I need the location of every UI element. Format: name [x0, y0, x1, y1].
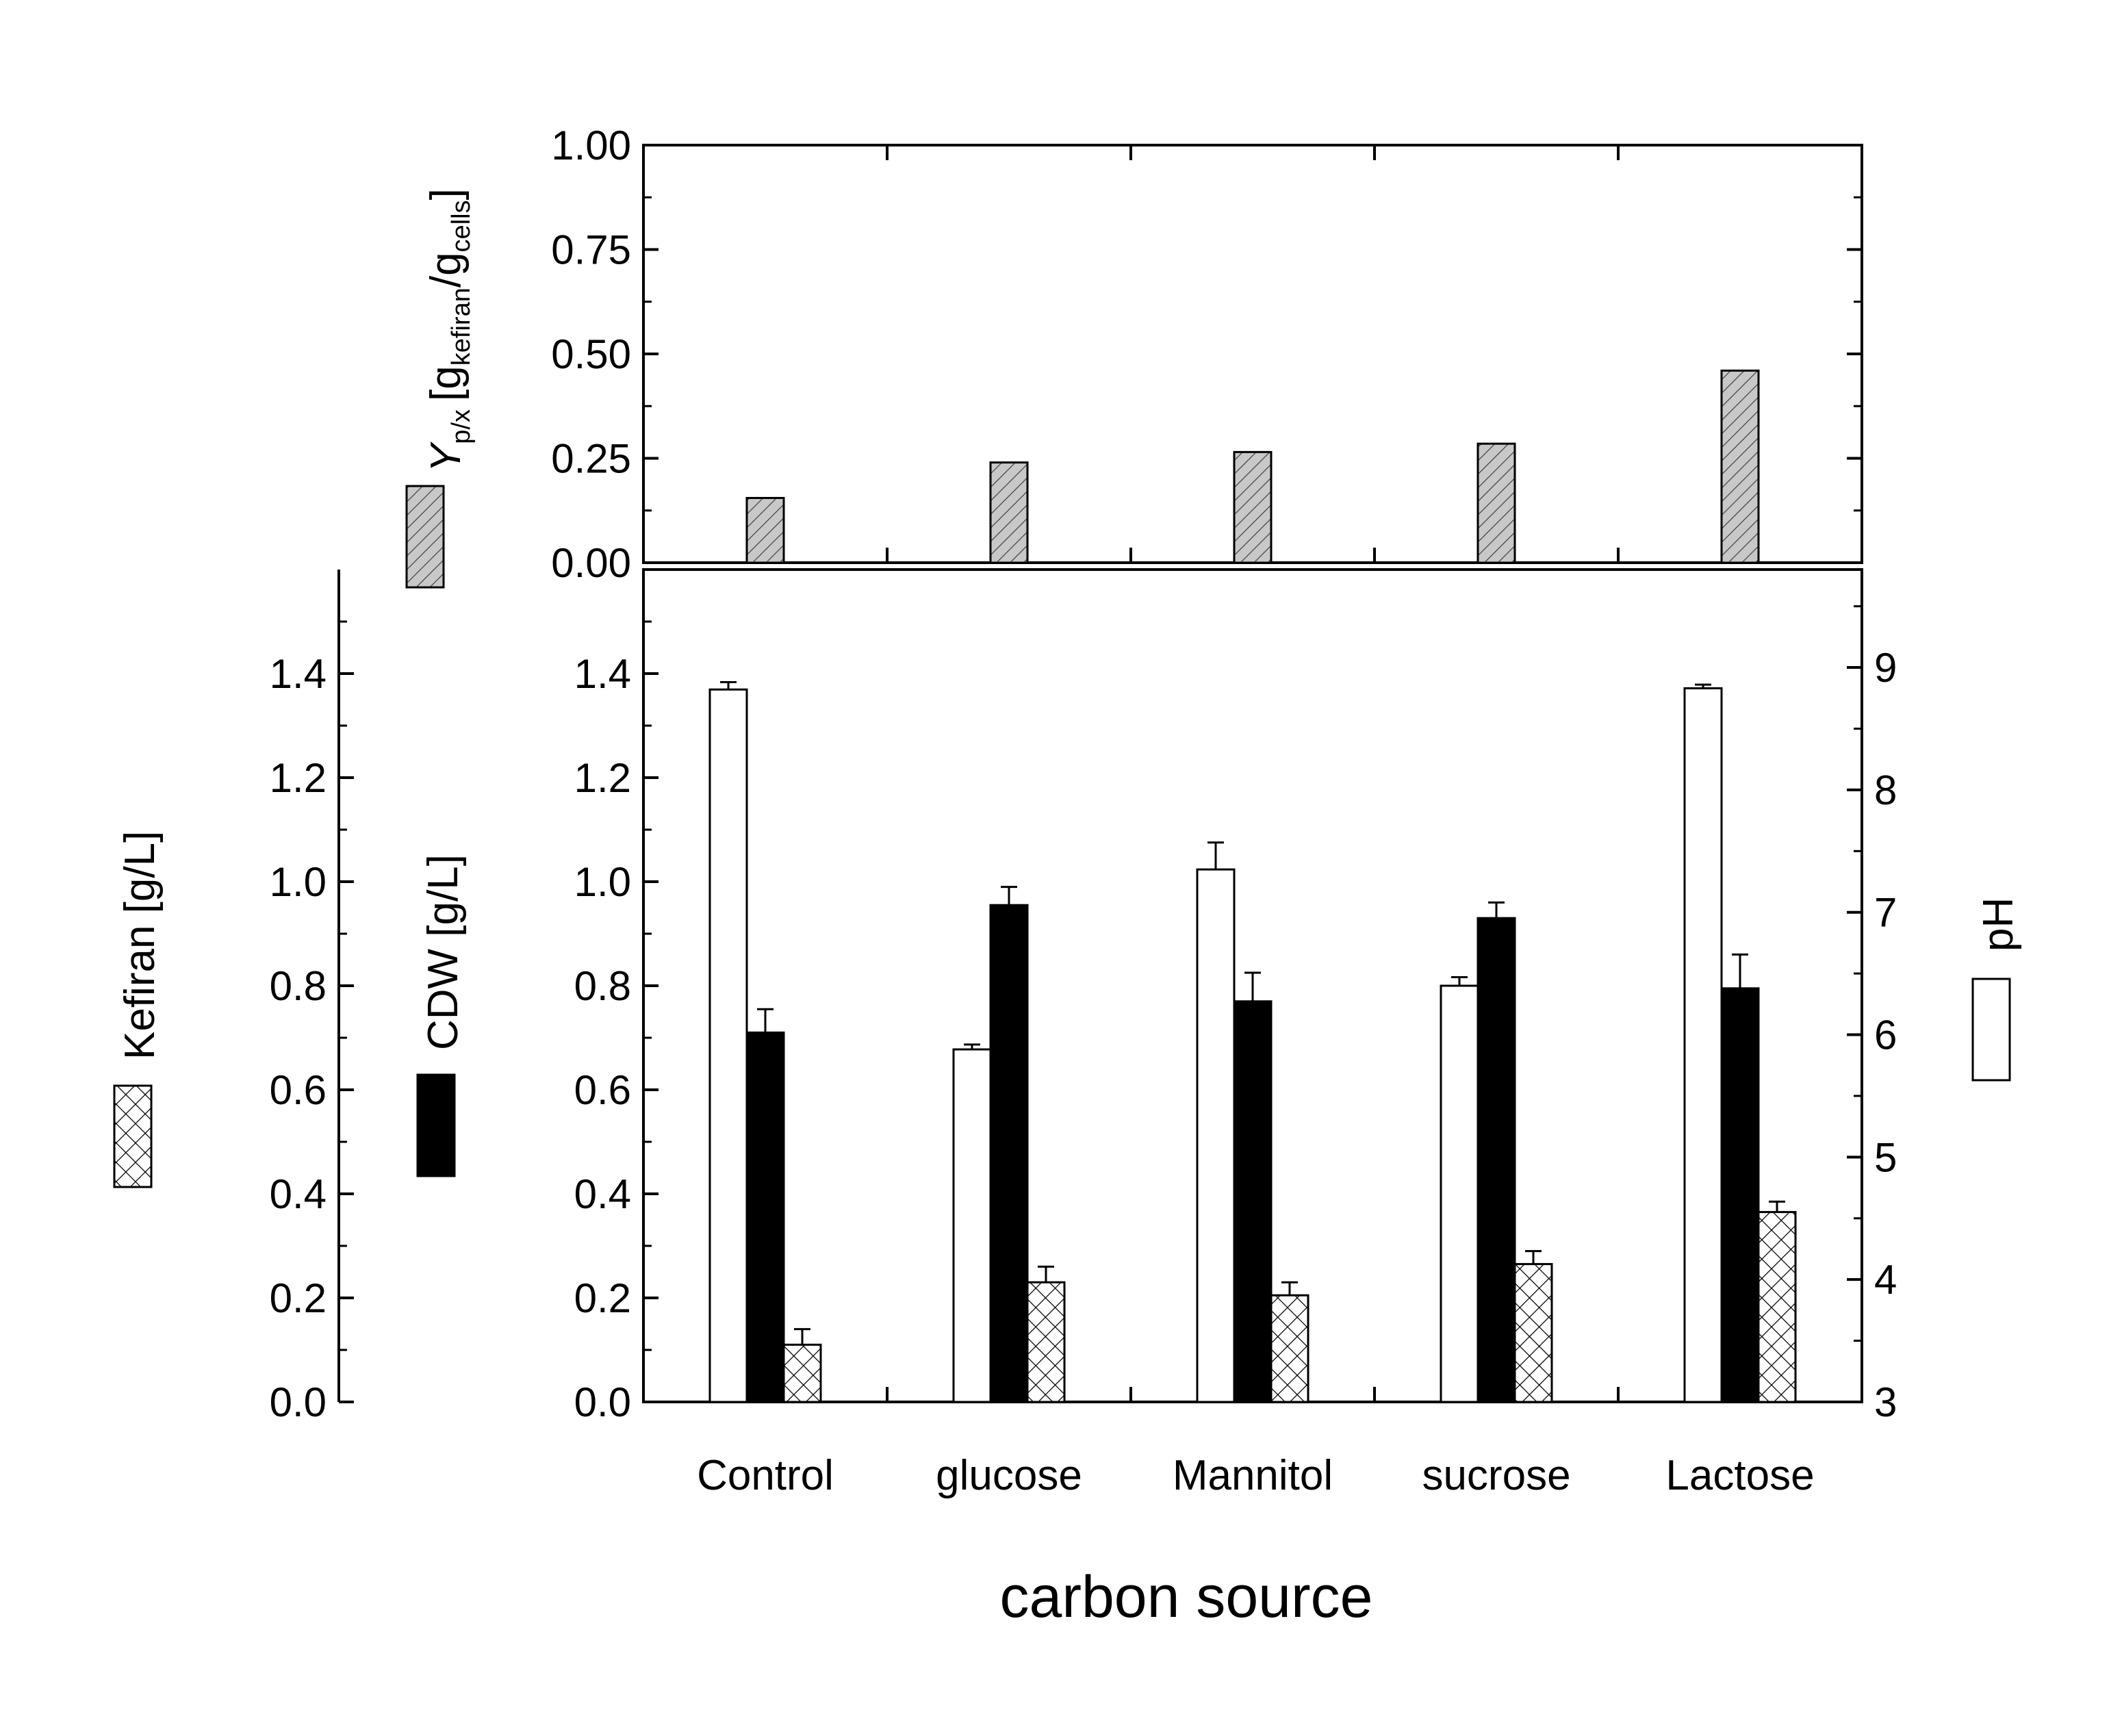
bottom-left-ytick-label: 0.8	[574, 963, 631, 1009]
category-label: Control	[697, 1452, 834, 1499]
bar-cdw	[1720, 987, 1760, 1403]
legend-swatch-ypx	[405, 485, 445, 589]
category-label: glucose	[936, 1452, 1082, 1499]
bottom-left-ytick-label: 0.0	[574, 1379, 631, 1425]
right-ytick-label: 4	[1874, 1257, 1897, 1303]
legend-swatch-cdw	[416, 1073, 456, 1177]
legend-swatch-ph	[1971, 978, 2011, 1082]
top-ytick-label: 1.00	[551, 123, 631, 168]
top-ytick-label: 0.25	[551, 436, 631, 482]
bottom-left-ytick-label: 0.6	[574, 1067, 631, 1113]
bar-ph	[1196, 868, 1236, 1403]
bar-cdw	[745, 1031, 785, 1403]
bottom-left-ytick-label: 1.4	[574, 651, 631, 697]
bar-ypx	[1477, 442, 1516, 564]
outer-ytick-label: 1.4	[270, 651, 327, 697]
bottom-left-ytick-label: 1.0	[574, 859, 631, 905]
legend-label-kefiran: Kefiran [g/L]	[116, 831, 164, 1060]
bar-cdw	[989, 904, 1029, 1403]
top-ytick-label: 0.75	[551, 227, 631, 273]
bars	[708, 369, 1797, 1403]
top-ytick-label: 0.00	[551, 540, 631, 586]
bottom-left-ytick-label: 0.2	[574, 1275, 631, 1321]
right-ytick-label: 3	[1874, 1379, 1897, 1425]
right-ytick-label: 7	[1874, 890, 1897, 936]
top-y-axis-title: Yp/x[gkefiran/gcells]	[422, 188, 476, 472]
bar-kefiran	[1026, 1281, 1066, 1403]
labels: 0.00 0.25 0.50 0.75 1.00 0.0 0.0 0.2 0.2 0.4 0.4 0.…	[270, 123, 1897, 1499]
outer-ytick-label: 0.4	[270, 1171, 327, 1217]
category-label: Mannitol	[1173, 1452, 1333, 1499]
bar-ypx	[1720, 369, 1760, 564]
bar-kefiran	[782, 1343, 822, 1403]
bar-ph	[1440, 984, 1479, 1403]
top-ytick-label: 0.50	[551, 331, 631, 377]
outer-ytick-label: 1.2	[270, 755, 327, 801]
right-ytick-label: 8	[1874, 767, 1897, 813]
ticks	[339, 144, 1862, 1403]
bar-ypx	[1233, 450, 1273, 564]
bar-kefiran	[1513, 1263, 1553, 1403]
outer-ytick-label: 0.2	[270, 1275, 327, 1321]
outer-ytick-label: 0.0	[270, 1379, 327, 1425]
outer-ytick-label: 0.6	[270, 1067, 327, 1113]
bar-ph	[1683, 687, 1723, 1403]
category-label: Lactose	[1665, 1452, 1814, 1499]
legend-swatch-kefiran	[113, 1084, 153, 1188]
outer-ytick-label: 0.8	[270, 963, 327, 1009]
bar-ph	[708, 688, 748, 1403]
bar-ypx	[745, 496, 785, 564]
right-ytick-label: 6	[1874, 1012, 1897, 1058]
bar-cdw	[1477, 917, 1516, 1403]
bar-ypx	[989, 461, 1029, 564]
bar-kefiran	[1757, 1211, 1797, 1403]
bottom-left-ytick-label: 1.2	[574, 755, 631, 801]
right-ytick-label: 5	[1874, 1134, 1897, 1180]
bar-ph	[952, 1048, 992, 1403]
bottom-left-ytick-label: 0.4	[574, 1171, 631, 1217]
category-label: sucrose	[1422, 1452, 1570, 1499]
legend-label-cdw: CDW [g/L]	[420, 854, 467, 1050]
right-ytick-label: 9	[1874, 645, 1897, 691]
bar-cdw	[1233, 1000, 1273, 1403]
bar-kefiran	[1270, 1294, 1309, 1403]
legend-label-ph: pH	[1975, 897, 2022, 952]
outer-ytick-label: 1.0	[270, 859, 327, 905]
x-axis-title: carbon source	[1000, 1564, 1373, 1630]
